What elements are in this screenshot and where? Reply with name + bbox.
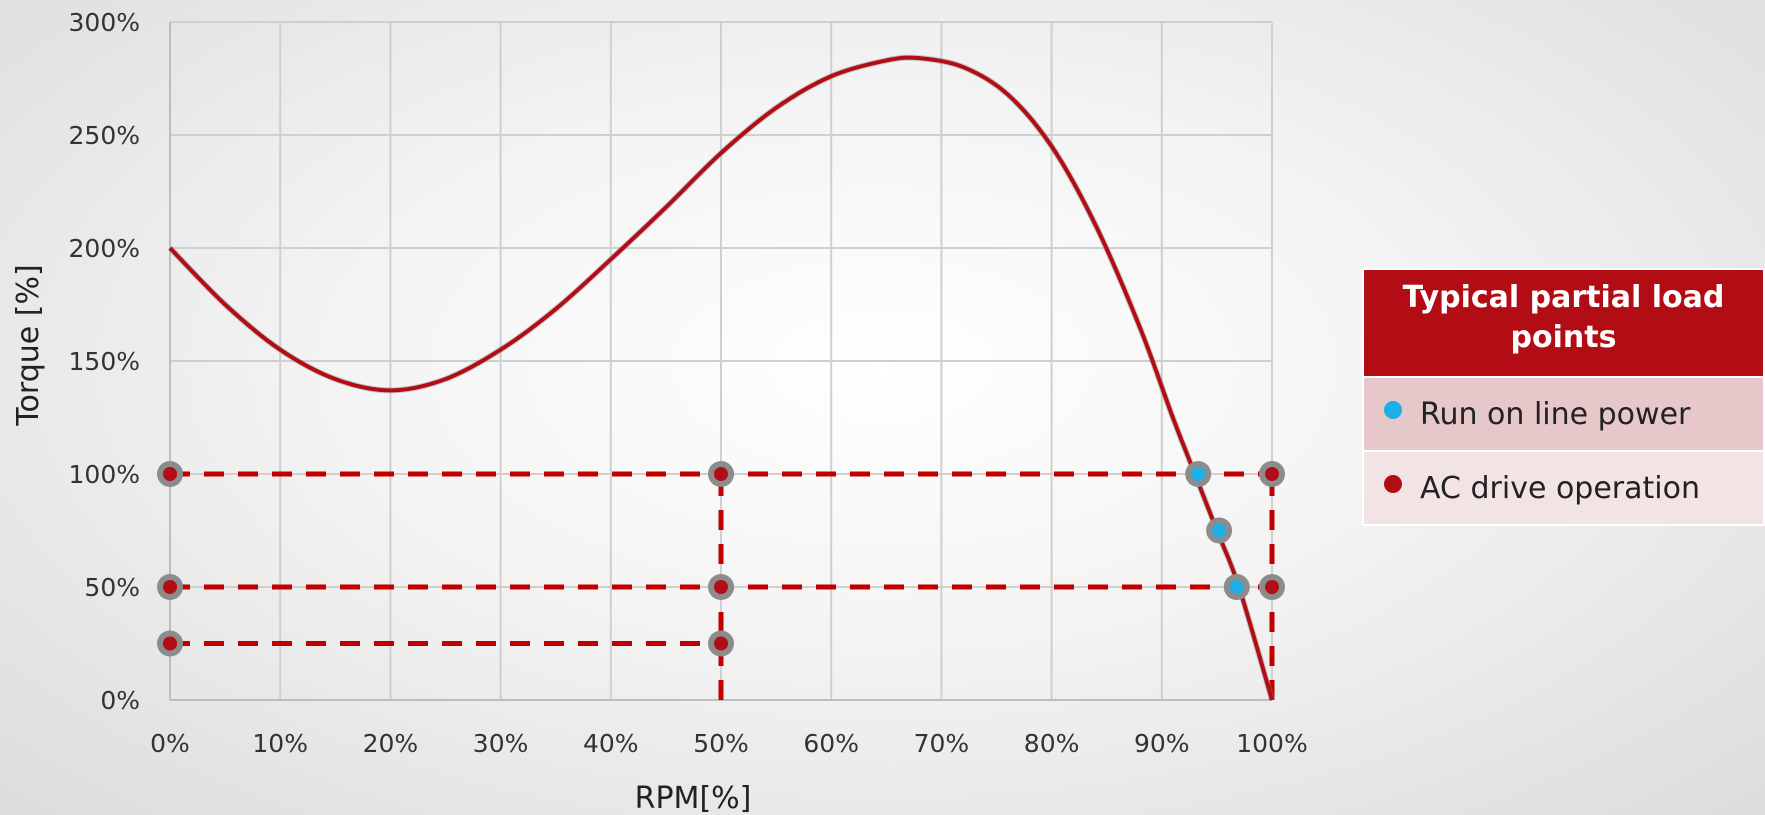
x-tick-label: 80% [1024, 729, 1080, 758]
x-tick-label: 100% [1236, 729, 1307, 758]
y-tick-label: 250% [69, 121, 140, 150]
red-dot-icon [1384, 475, 1402, 493]
y-tick-label: 300% [69, 8, 140, 37]
cyan-dot-icon [1384, 401, 1402, 419]
x-tick-labels: 0% 10% 20% 30% 40% 50% 60% 70% 80% 90% 100% [150, 729, 1308, 758]
torque-curve [167, 54, 1275, 701]
load-points [157, 461, 1285, 657]
run-on-line-power-point [1229, 580, 1244, 594]
ac-drive-operation-point [714, 636, 728, 651]
y-tick-label: 0% [100, 686, 140, 715]
run-on-line-power-point [1191, 467, 1206, 481]
ac-drive-operation-point [714, 467, 728, 481]
y-tick-label: 100% [69, 460, 140, 489]
legend-item-label: Run on line power [1420, 396, 1691, 432]
ac-drive-operation-point [163, 467, 177, 481]
x-tick-label: 70% [914, 729, 970, 758]
y-tick-label: 200% [69, 234, 140, 263]
x-tick-label: 90% [1134, 729, 1190, 758]
legend: Typical partial load points Run on line … [1362, 268, 1765, 526]
ac-drive-operation-point [1265, 467, 1279, 481]
x-tick-label: 50% [693, 729, 749, 758]
x-axis-label: RPM[%] [635, 781, 752, 815]
x-tick-label: 60% [803, 729, 859, 758]
ac-drive-operation-point [163, 636, 177, 651]
ac-drive-operation-point [714, 580, 728, 594]
legend-item-run-on-line-power: Run on line power [1362, 378, 1765, 452]
legend-item-ac-drive-operation: AC drive operation [1362, 452, 1765, 526]
x-tick-label: 40% [583, 729, 639, 758]
x-tick-label: 0% [150, 729, 190, 758]
y-tick-label: 150% [69, 347, 140, 376]
x-tick-label: 20% [363, 729, 419, 758]
y-axis-label: Torque [%] [11, 264, 46, 426]
x-tick-label: 30% [473, 729, 529, 758]
ac-drive-operation-point [163, 580, 177, 594]
x-tick-label: 10% [252, 729, 308, 758]
run-on-line-power-point [1212, 523, 1227, 538]
legend-item-label: AC drive operation [1420, 470, 1700, 506]
torque-curve-line [168, 55, 1274, 701]
legend-title: Typical partial load points [1362, 268, 1765, 378]
ac-drive-operation-point [1265, 580, 1279, 594]
y-tick-label: 50% [84, 573, 140, 602]
y-tick-labels: 0% 50% 100% 150% 200% 250% 300% [69, 8, 140, 715]
torque-rpm-chart: 0% 50% 100% 150% 200% 250% 300% 0% 10% 20% 30% 40%… [11, 8, 1308, 815]
